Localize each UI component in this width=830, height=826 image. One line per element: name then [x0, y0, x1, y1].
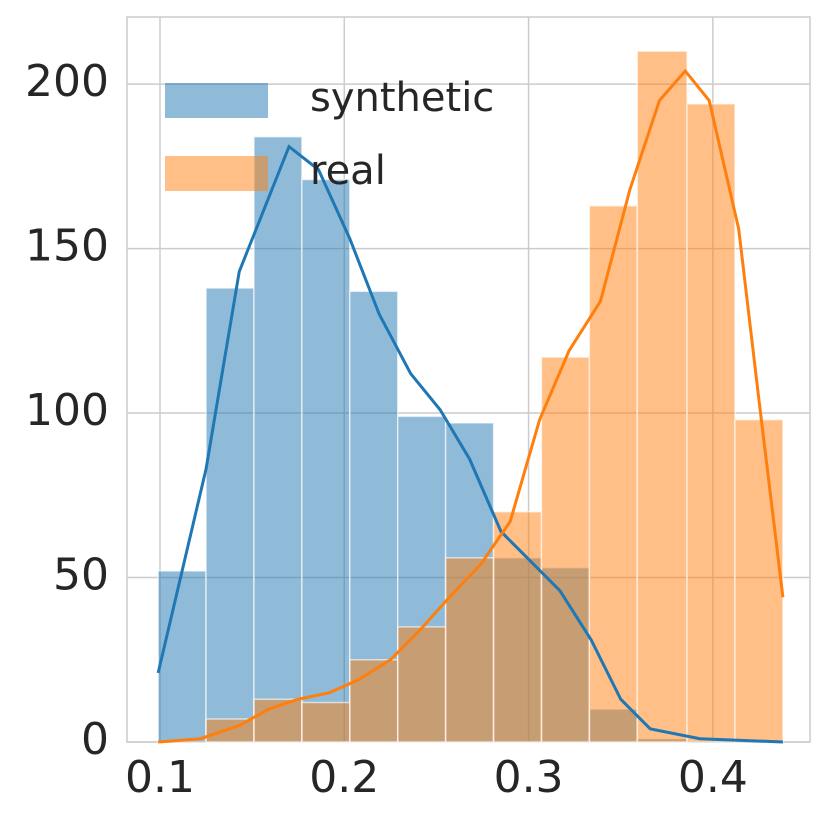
bar [636, 50, 688, 743]
bar [588, 205, 639, 743]
x-tick-label: 0.3 [494, 752, 564, 803]
kde-line [156, 144, 783, 744]
bar [157, 570, 207, 743]
y-tick-label: 50 [53, 550, 109, 601]
x-tick-label: 0.1 [125, 752, 195, 803]
y-tick-label: 100 [25, 385, 109, 436]
legend-label: synthetic [310, 75, 494, 121]
x-tick-label: 0.2 [309, 752, 379, 803]
bar [301, 178, 351, 743]
bar [349, 659, 399, 743]
bar [205, 287, 255, 743]
y-tick-label: 200 [25, 56, 109, 107]
x-tick-label: 0.4 [678, 752, 748, 803]
bar [301, 701, 351, 743]
bar [540, 356, 591, 743]
y-tick-label: 150 [25, 221, 109, 272]
kde-line [158, 68, 785, 744]
legend-swatch [165, 156, 268, 191]
bar [444, 557, 495, 743]
legend-swatch [165, 83, 268, 118]
bar [253, 135, 303, 743]
y-tick-label: 0 [81, 714, 109, 765]
legend-label: real [310, 148, 386, 194]
bar [686, 103, 736, 743]
bar [734, 418, 784, 743]
